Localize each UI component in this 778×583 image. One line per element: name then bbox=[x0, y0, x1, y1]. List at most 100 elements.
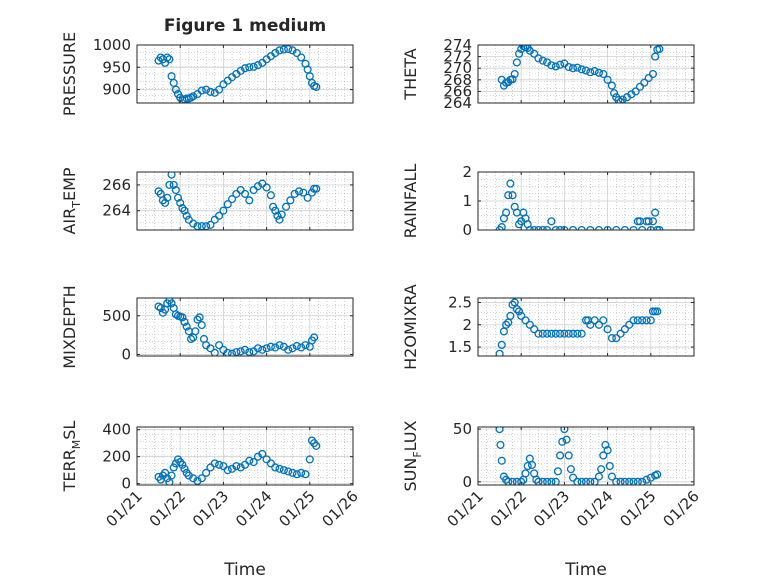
data-point bbox=[644, 74, 653, 83]
data-point bbox=[648, 69, 658, 79]
data-point bbox=[202, 85, 211, 94]
y-label-subscript: T bbox=[70, 201, 83, 209]
data-point bbox=[633, 316, 642, 325]
data-point bbox=[594, 225, 604, 230]
data-point bbox=[603, 446, 612, 455]
data-point bbox=[633, 477, 642, 485]
data-point bbox=[266, 342, 275, 351]
data-point bbox=[178, 460, 187, 469]
y-tick-label: 0 bbox=[121, 345, 131, 363]
data-point bbox=[271, 206, 280, 215]
data-point bbox=[195, 313, 204, 322]
y-tick-label: 270 bbox=[443, 59, 472, 77]
data-point bbox=[543, 329, 552, 338]
data-point bbox=[616, 329, 625, 338]
data-point bbox=[215, 341, 224, 350]
data-point bbox=[530, 49, 539, 58]
data-point bbox=[551, 329, 560, 338]
data-point bbox=[245, 456, 254, 465]
figure-title: Figure 1 medium bbox=[164, 16, 326, 36]
data-point bbox=[191, 327, 200, 336]
y-label-subscript: F bbox=[411, 451, 424, 457]
data-point bbox=[514, 49, 524, 58]
data-point bbox=[525, 320, 534, 329]
data-point bbox=[182, 322, 191, 331]
data-point bbox=[258, 449, 267, 459]
data-point bbox=[292, 48, 301, 58]
data-point bbox=[223, 466, 232, 475]
y-label-part: SL bbox=[60, 421, 79, 440]
data-point bbox=[644, 217, 653, 226]
data-point bbox=[508, 191, 517, 200]
y-axis-label: PRESSURE bbox=[60, 32, 79, 116]
data-point bbox=[210, 459, 219, 468]
data-point bbox=[523, 461, 532, 471]
y-label-part: H2OMIXRA bbox=[401, 284, 420, 370]
y-tick-label: 274 bbox=[443, 36, 472, 54]
data-point bbox=[292, 341, 301, 350]
data-point bbox=[599, 451, 608, 460]
data-point bbox=[284, 345, 293, 354]
data-point bbox=[504, 477, 513, 485]
data-point bbox=[586, 320, 595, 329]
data-point bbox=[508, 477, 517, 485]
data-point bbox=[521, 469, 530, 478]
y-label-part: PRESSURE bbox=[60, 32, 79, 116]
data-point bbox=[586, 477, 595, 485]
data-point bbox=[167, 299, 176, 308]
y-axis-label: MIXDEPTH bbox=[60, 285, 79, 368]
y-tick-label: 264 bbox=[102, 202, 131, 220]
data-point bbox=[223, 348, 232, 356]
data-point bbox=[577, 329, 586, 338]
data-point bbox=[625, 320, 634, 329]
data-point bbox=[646, 225, 655, 230]
y-label-subscript: M bbox=[70, 440, 83, 450]
data-point bbox=[286, 196, 295, 205]
data-point bbox=[551, 62, 560, 71]
data-point bbox=[538, 225, 547, 230]
data-point bbox=[614, 96, 623, 103]
data-point bbox=[189, 92, 198, 101]
data-point bbox=[253, 61, 263, 70]
subplot-5: 0 500 MIXDEPTH bbox=[60, 285, 354, 369]
data-point bbox=[573, 329, 582, 338]
data-point bbox=[530, 225, 539, 230]
data-point bbox=[275, 464, 284, 473]
data-point bbox=[594, 68, 604, 77]
data-point bbox=[547, 61, 556, 70]
data-point bbox=[517, 311, 526, 320]
data-point bbox=[299, 188, 308, 197]
data-point bbox=[527, 460, 537, 470]
data-point bbox=[629, 477, 638, 485]
data-point bbox=[288, 344, 297, 353]
data-point bbox=[534, 477, 543, 485]
data-point bbox=[497, 223, 506, 230]
data-point bbox=[543, 225, 552, 230]
data-point bbox=[279, 45, 288, 54]
y-label-part: THETA bbox=[401, 48, 420, 100]
axis-box bbox=[136, 171, 354, 231]
data-point bbox=[538, 56, 547, 65]
data-points bbox=[154, 436, 321, 485]
data-point bbox=[603, 325, 612, 334]
data-point bbox=[612, 477, 621, 485]
data-point bbox=[258, 345, 267, 354]
data-point bbox=[612, 334, 621, 343]
data-point bbox=[171, 185, 180, 195]
data-point bbox=[514, 307, 524, 316]
data-point bbox=[173, 193, 183, 202]
data-points bbox=[497, 45, 664, 103]
data-point bbox=[590, 67, 599, 76]
axis-box bbox=[136, 44, 354, 104]
data-point bbox=[182, 211, 191, 220]
data-point bbox=[271, 343, 280, 352]
data-point bbox=[301, 470, 310, 479]
y-tick-label: 272 bbox=[443, 48, 472, 66]
data-point bbox=[240, 189, 250, 198]
data-point bbox=[594, 472, 604, 481]
data-point bbox=[564, 451, 573, 460]
data-point bbox=[610, 89, 619, 98]
data-point bbox=[497, 456, 506, 465]
